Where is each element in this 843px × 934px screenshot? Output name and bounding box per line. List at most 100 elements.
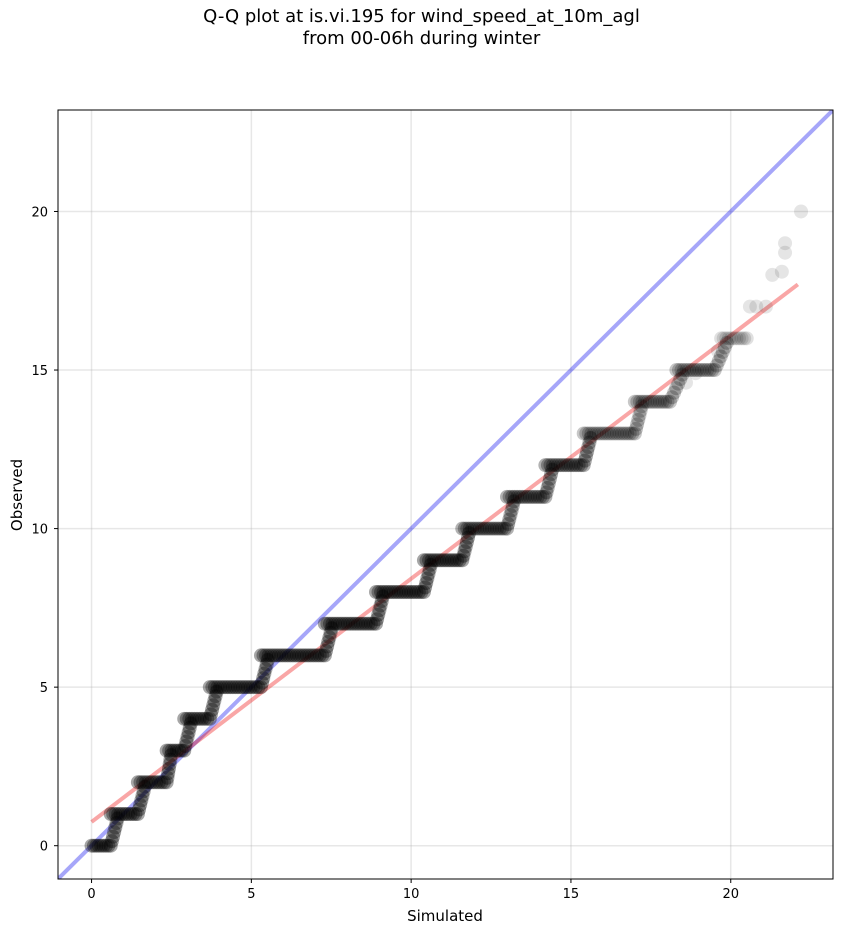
data-point	[492, 521, 507, 536]
data-point	[253, 680, 268, 695]
data-point	[689, 363, 704, 378]
data-point	[749, 299, 764, 314]
data-point	[110, 811, 125, 826]
data-point	[556, 458, 571, 473]
data-point	[758, 299, 773, 314]
data-point	[154, 775, 169, 790]
data-point	[563, 458, 578, 473]
data-point	[133, 775, 148, 790]
data-point	[136, 784, 151, 799]
data-point	[159, 775, 174, 790]
data-point	[710, 344, 725, 359]
data-point	[251, 680, 266, 695]
data-point	[162, 757, 177, 772]
data-point	[177, 743, 192, 758]
data-point	[709, 358, 724, 373]
data-point	[259, 648, 274, 663]
data-point	[423, 557, 438, 572]
y-axis-label: Observed	[8, 459, 26, 531]
data-point	[241, 680, 256, 695]
data-point	[371, 585, 386, 600]
data-point	[470, 521, 485, 536]
data-point	[391, 585, 406, 600]
data-point	[253, 648, 268, 663]
data-point	[525, 489, 540, 504]
data-point	[271, 648, 286, 663]
data-point	[581, 440, 596, 455]
data-point	[121, 806, 136, 821]
data-point	[632, 394, 647, 409]
y-tick-label: 10	[31, 523, 48, 538]
data-point	[255, 675, 270, 690]
data-point	[452, 553, 467, 568]
data-point	[318, 643, 333, 658]
data-point	[299, 648, 314, 663]
data-point	[542, 471, 557, 486]
data-point	[422, 562, 437, 577]
data-point	[205, 702, 220, 717]
data-point	[485, 521, 500, 536]
data-point	[260, 652, 275, 667]
data-point	[163, 752, 178, 767]
data-point	[622, 426, 637, 441]
data-point	[172, 743, 187, 758]
data-point	[490, 521, 505, 536]
data-point	[361, 616, 376, 631]
data-point	[151, 775, 166, 790]
data-point	[665, 390, 680, 405]
data-point	[652, 394, 667, 409]
data-point	[321, 634, 336, 649]
data-point	[335, 616, 350, 631]
data-point	[456, 548, 471, 563]
data-point	[581, 426, 596, 441]
data-point	[197, 711, 212, 726]
data-point	[457, 521, 472, 536]
data-point	[414, 585, 429, 600]
data-point	[287, 648, 302, 663]
data-point	[183, 716, 198, 731]
data-point	[374, 585, 389, 600]
data-point	[182, 711, 197, 726]
data-point	[631, 412, 646, 427]
data-point	[640, 394, 655, 409]
data-point	[256, 648, 271, 663]
data-point	[368, 585, 383, 600]
data-point	[558, 458, 573, 473]
y-tick-label: 5	[40, 681, 48, 696]
data-point	[506, 494, 521, 509]
data-point	[592, 426, 607, 441]
data-point	[487, 521, 502, 536]
data-point	[164, 743, 179, 758]
data-point	[705, 363, 720, 378]
data-point	[162, 743, 177, 758]
data-point	[161, 761, 176, 776]
data-point	[548, 458, 563, 473]
data-point	[103, 838, 118, 853]
data-point	[302, 648, 317, 663]
data-point	[739, 331, 754, 346]
data-point	[538, 458, 553, 473]
data-point	[628, 421, 643, 436]
x-tick-label: 10	[403, 887, 420, 902]
data-point	[184, 711, 199, 726]
data-point	[721, 331, 736, 346]
data-point	[734, 331, 749, 346]
data-point	[566, 458, 581, 473]
data-point	[305, 648, 320, 663]
data-point	[282, 648, 297, 663]
data-point	[86, 838, 101, 853]
data-point	[91, 838, 106, 853]
data-point	[202, 680, 217, 695]
data-point	[697, 363, 712, 378]
data-point	[711, 353, 726, 368]
data-point	[571, 458, 586, 473]
data-point	[637, 394, 652, 409]
data-point	[261, 648, 276, 663]
data-point	[125, 806, 140, 821]
data-point	[178, 739, 193, 754]
data-point	[177, 711, 192, 726]
data-point	[160, 770, 175, 785]
data-point	[276, 648, 291, 663]
data-point	[409, 585, 424, 600]
data-point	[269, 648, 284, 663]
